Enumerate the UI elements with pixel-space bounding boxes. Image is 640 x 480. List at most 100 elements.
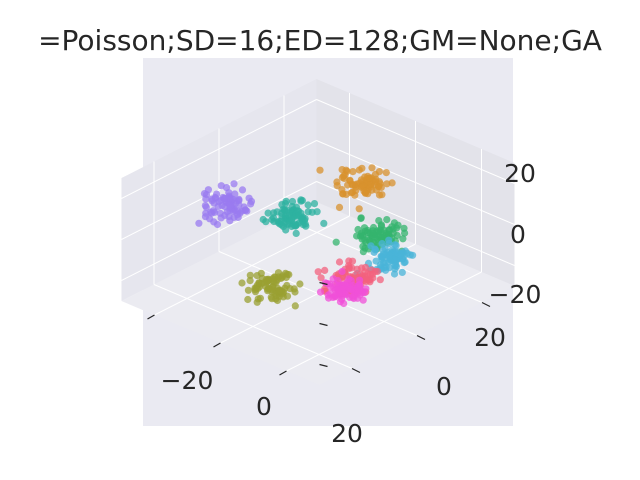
data-point-series-3 bbox=[360, 188, 367, 195]
data-point-series-4 bbox=[333, 239, 340, 246]
data-point-series-4 bbox=[386, 226, 393, 233]
data-point-series-6 bbox=[374, 268, 381, 275]
data-point-series-7 bbox=[356, 281, 363, 288]
data-point-series-3 bbox=[346, 177, 353, 184]
data-point-series-2 bbox=[282, 200, 289, 207]
data-point-series-5 bbox=[391, 262, 398, 269]
data-point-series-3 bbox=[378, 191, 385, 198]
data-point-series-2 bbox=[275, 218, 282, 225]
data-point-series-3 bbox=[376, 168, 383, 175]
data-point-series-8 bbox=[247, 277, 254, 284]
data-point-series-2 bbox=[305, 201, 312, 208]
z-tick-label-neg20: −20 bbox=[489, 280, 542, 309]
data-point-series-5 bbox=[385, 237, 392, 244]
data-point-series-8 bbox=[285, 271, 292, 278]
data-point-series-7 bbox=[347, 285, 354, 292]
data-point-series-1 bbox=[202, 195, 209, 202]
data-point-series-7 bbox=[361, 289, 368, 296]
data-point-series-2 bbox=[265, 210, 272, 217]
data-point-series-5 bbox=[393, 242, 400, 249]
data-point-series-4 bbox=[378, 223, 385, 230]
data-point-series-7 bbox=[354, 290, 361, 297]
data-point-series-2 bbox=[282, 207, 289, 214]
data-point-series-1 bbox=[226, 217, 233, 224]
data-point-series-3 bbox=[356, 205, 363, 212]
x-tick-label-0: 0 bbox=[256, 392, 272, 421]
data-point-series-8 bbox=[255, 295, 262, 302]
data-point-series-3 bbox=[349, 168, 356, 175]
data-point-series-8 bbox=[245, 287, 252, 294]
data-point-series-8 bbox=[254, 272, 261, 279]
data-point-series-8 bbox=[272, 295, 279, 302]
data-point-series-2 bbox=[260, 216, 267, 223]
data-point-series-1 bbox=[243, 208, 250, 215]
data-point-series-4 bbox=[354, 226, 361, 233]
data-point-series-3 bbox=[334, 182, 341, 189]
data-point-series-8 bbox=[238, 279, 245, 286]
data-point-series-8 bbox=[292, 302, 299, 309]
z-tick-label-20: 20 bbox=[504, 159, 536, 188]
data-point-series-3 bbox=[358, 176, 365, 183]
data-point-series-3 bbox=[316, 167, 323, 174]
z-tick-label-0: 0 bbox=[510, 220, 526, 249]
data-point-series-5 bbox=[373, 258, 380, 265]
data-point-series-7 bbox=[340, 300, 347, 307]
data-point-series-7 bbox=[317, 289, 324, 296]
data-point-series-6 bbox=[349, 258, 356, 265]
data-point-series-5 bbox=[372, 246, 379, 253]
data-point-series-1 bbox=[202, 202, 209, 209]
data-point-series-5 bbox=[409, 252, 416, 259]
data-point-series-1 bbox=[235, 214, 242, 221]
data-point-series-1 bbox=[208, 210, 215, 217]
data-point-series-2 bbox=[268, 216, 275, 223]
data-point-series-8 bbox=[269, 275, 276, 282]
data-point-series-3 bbox=[343, 191, 350, 198]
data-point-series-3 bbox=[358, 165, 365, 172]
data-point-series-8 bbox=[296, 280, 303, 287]
data-point-series-7 bbox=[345, 275, 352, 282]
data-point-series-1 bbox=[235, 208, 242, 215]
data-point-series-3 bbox=[371, 181, 378, 188]
data-point-series-2 bbox=[302, 221, 309, 228]
data-point-series-3 bbox=[366, 175, 373, 182]
data-point-series-5 bbox=[398, 249, 405, 256]
y-tick-label-20: 20 bbox=[474, 323, 506, 352]
data-point-series-1 bbox=[225, 189, 232, 196]
data-point-series-8 bbox=[277, 287, 284, 294]
data-point-series-3 bbox=[368, 164, 375, 171]
data-point-series-6 bbox=[336, 258, 343, 265]
data-point-series-2 bbox=[293, 230, 300, 237]
data-point-series-1 bbox=[195, 220, 202, 227]
x-tick-label-20: 20 bbox=[331, 419, 363, 448]
data-point-series-1 bbox=[226, 202, 233, 209]
data-point-series-7 bbox=[339, 268, 346, 275]
data-point-series-4 bbox=[359, 243, 366, 250]
data-point-series-8 bbox=[291, 285, 298, 292]
data-point-series-1 bbox=[221, 212, 228, 219]
data-point-series-1 bbox=[214, 221, 221, 228]
data-point-series-3 bbox=[352, 187, 359, 194]
data-point-series-4 bbox=[361, 224, 368, 231]
data-point-series-4 bbox=[358, 214, 365, 221]
data-point-series-1 bbox=[239, 186, 246, 193]
x-tick-label-neg20: −20 bbox=[161, 366, 214, 395]
data-point-series-2 bbox=[293, 222, 300, 229]
data-point-series-7 bbox=[336, 290, 343, 297]
data-point-series-2 bbox=[305, 208, 312, 215]
data-point-series-3 bbox=[383, 180, 390, 187]
data-point-series-2 bbox=[288, 216, 295, 223]
data-point-series-4 bbox=[383, 216, 390, 223]
data-point-series-3 bbox=[336, 204, 343, 211]
y-tick-label-0: 0 bbox=[436, 372, 452, 401]
data-point-series-2 bbox=[320, 220, 327, 227]
data-point-series-1 bbox=[230, 180, 237, 187]
data-point-series-4 bbox=[361, 237, 368, 244]
data-point-series-6 bbox=[315, 268, 322, 275]
data-point-series-3 bbox=[383, 169, 390, 176]
data-point-series-7 bbox=[334, 277, 341, 284]
data-point-series-6 bbox=[321, 267, 328, 274]
data-point-series-4 bbox=[399, 235, 406, 242]
data-point-series-5 bbox=[380, 251, 387, 258]
data-point-series-8 bbox=[244, 296, 251, 303]
